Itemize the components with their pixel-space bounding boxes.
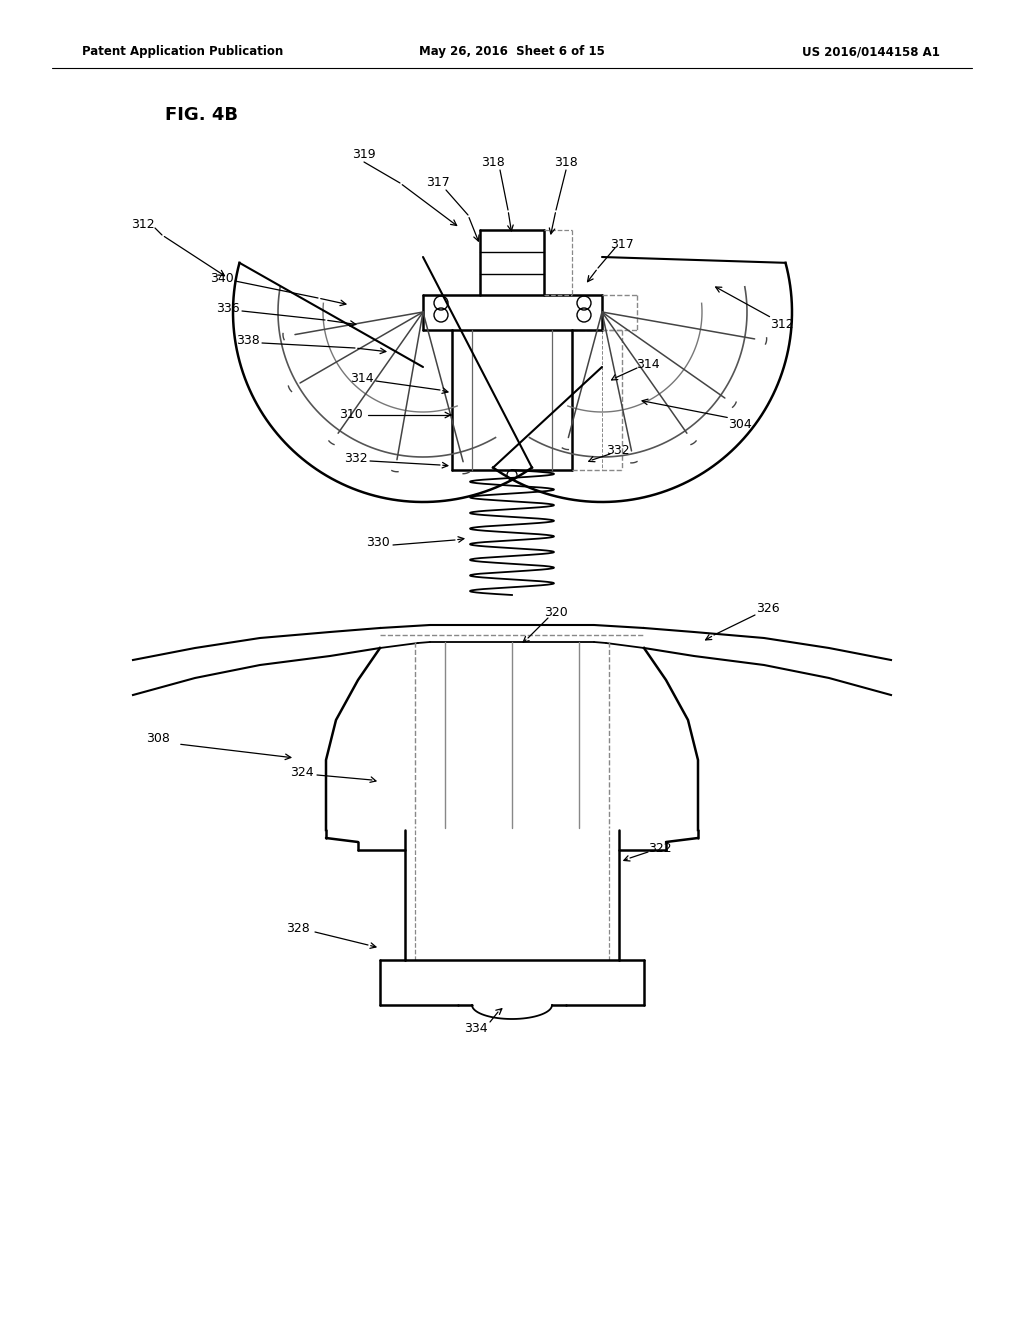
Text: Patent Application Publication: Patent Application Publication xyxy=(82,45,284,58)
Text: 318: 318 xyxy=(554,157,578,169)
Text: 312: 312 xyxy=(770,318,794,331)
Text: 334: 334 xyxy=(464,1022,487,1035)
Text: 317: 317 xyxy=(610,239,634,252)
Text: 312: 312 xyxy=(131,219,155,231)
Text: 308: 308 xyxy=(146,731,170,744)
Text: 317: 317 xyxy=(426,177,450,190)
Text: 330: 330 xyxy=(367,536,390,549)
Text: 320: 320 xyxy=(544,606,568,619)
Text: 322: 322 xyxy=(648,842,672,854)
Text: 328: 328 xyxy=(286,921,310,935)
Text: 332: 332 xyxy=(344,451,368,465)
Text: 336: 336 xyxy=(216,301,240,314)
Text: 324: 324 xyxy=(290,766,313,779)
Text: US 2016/0144158 A1: US 2016/0144158 A1 xyxy=(802,45,940,58)
Text: 340: 340 xyxy=(210,272,233,285)
Text: FIG. 4B: FIG. 4B xyxy=(165,106,238,124)
Text: May 26, 2016  Sheet 6 of 15: May 26, 2016 Sheet 6 of 15 xyxy=(419,45,605,58)
Text: 314: 314 xyxy=(636,359,659,371)
Text: 326: 326 xyxy=(756,602,780,615)
Text: 338: 338 xyxy=(237,334,260,346)
Text: 310: 310 xyxy=(339,408,362,421)
Text: 318: 318 xyxy=(481,157,505,169)
Text: 314: 314 xyxy=(350,371,374,384)
Text: 304: 304 xyxy=(728,418,752,432)
Text: 332: 332 xyxy=(606,444,630,457)
Text: 319: 319 xyxy=(352,149,376,161)
